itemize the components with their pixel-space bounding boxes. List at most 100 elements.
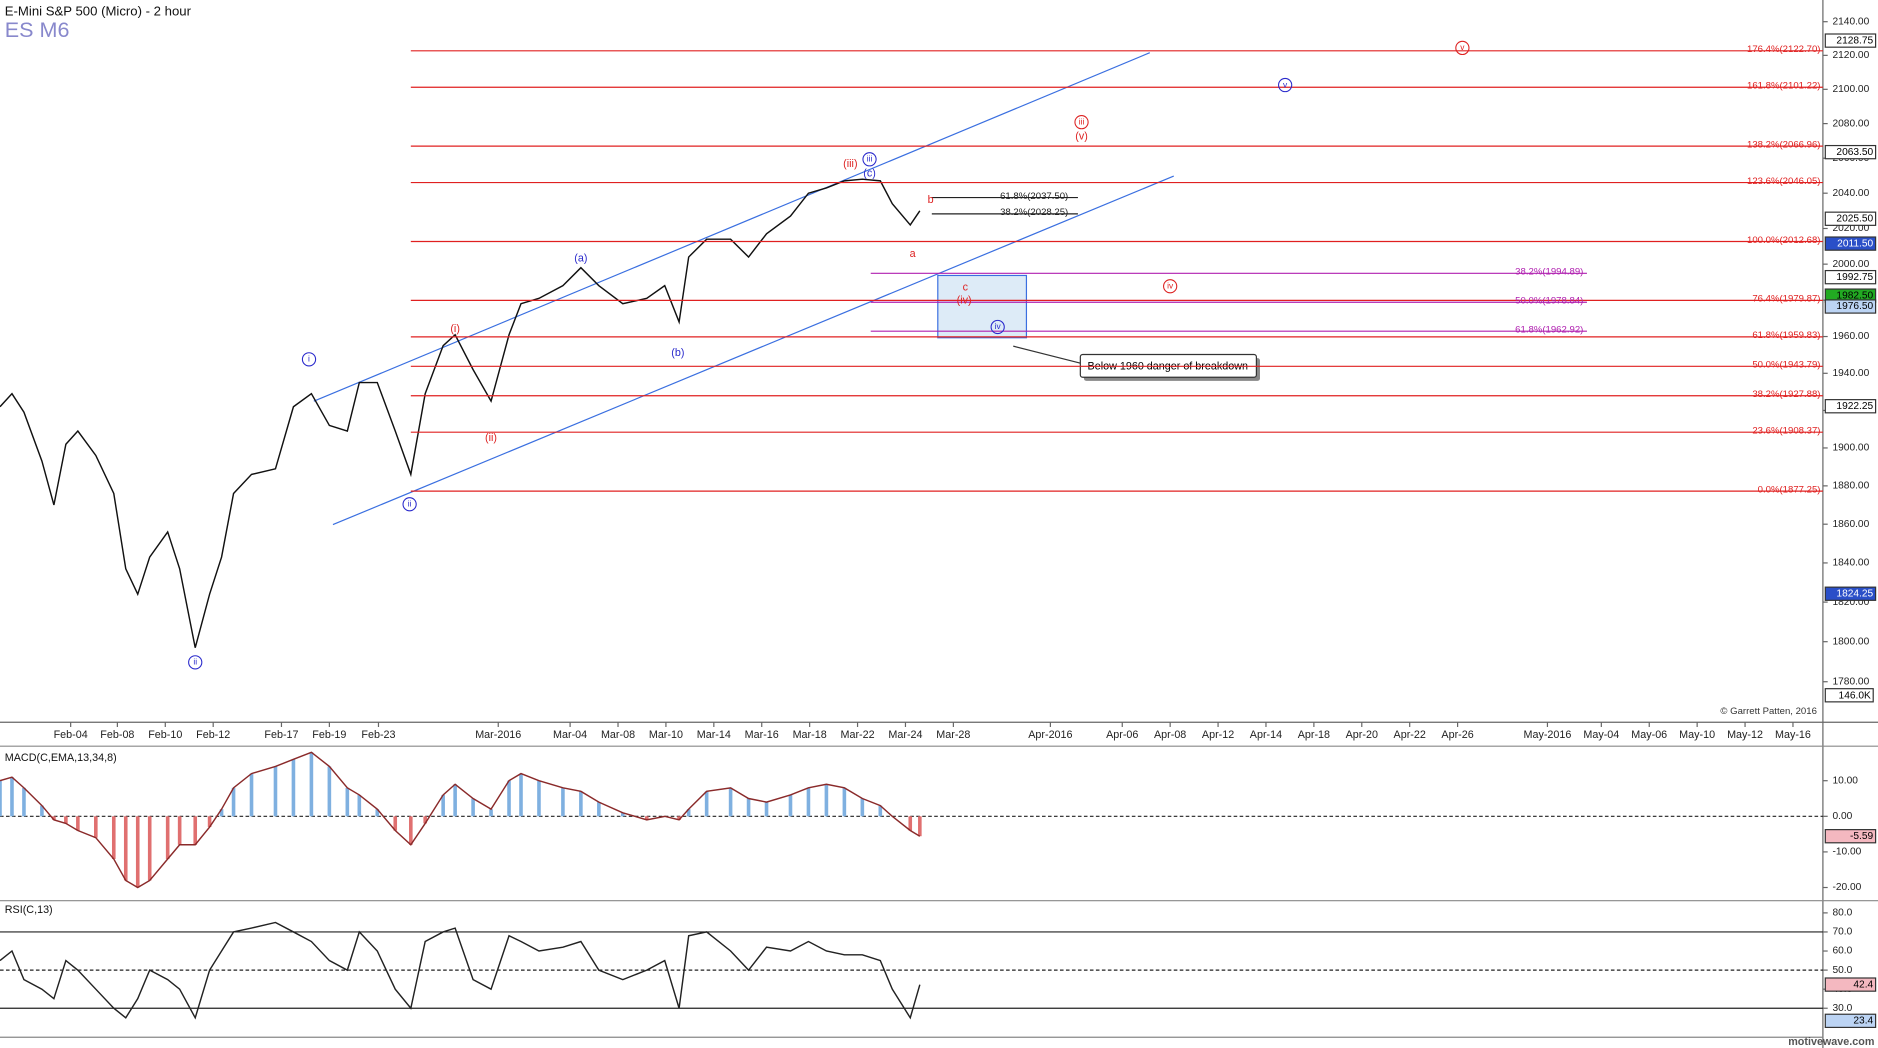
histogram-bar <box>677 816 681 820</box>
price-tag <box>1824 33 1877 48</box>
price-tag-label: 2025.50 <box>1836 213 1873 224</box>
x-tick-label: Mar-2016 <box>475 729 521 741</box>
histogram-bar <box>309 752 314 817</box>
histogram-bar <box>135 816 140 888</box>
histogram-bar <box>788 794 793 817</box>
wave-label: (ii) <box>485 432 497 444</box>
histogram-bar <box>193 816 198 845</box>
price-tag-label: 1982.50 <box>1836 290 1873 301</box>
x-tick-label: Feb-04 <box>54 729 88 741</box>
fib-label: 76.4%(1979.87) <box>1752 294 1820 305</box>
histogram-bar <box>806 787 811 817</box>
x-tick-label: May-04 <box>1583 729 1619 741</box>
histogram-bar <box>345 787 350 817</box>
histogram-bar <box>507 780 511 817</box>
x-tick-label: Mar-18 <box>793 729 827 741</box>
wave-circle <box>402 497 417 512</box>
histogram-bar <box>764 802 769 817</box>
y-tick-label: 1880.00 <box>1832 481 1869 492</box>
watermark: motivewave.com <box>1788 1036 1874 1048</box>
x-tick-label: Mar-28 <box>936 729 970 741</box>
x-tick-label: May-16 <box>1775 729 1811 741</box>
wave-label: (b) <box>671 347 684 359</box>
x-tick-label: Apr-20 <box>1346 729 1378 741</box>
fib-label: 123.6%(2046.05) <box>1747 176 1820 187</box>
y-tick-label: 70.0 <box>1832 927 1852 938</box>
volume-tag: 146.0K <box>1824 688 1874 703</box>
histogram-bar <box>76 816 80 831</box>
y-tick-label: 1840.00 <box>1832 558 1869 569</box>
y-tick-label: 80.0 <box>1832 908 1852 919</box>
y-tick-label: 2120.00 <box>1832 50 1869 61</box>
price-tag <box>1824 269 1877 285</box>
series-line <box>0 751 921 889</box>
y-tick-label: 2080.00 <box>1832 118 1869 129</box>
x-tick-label: May-2016 <box>1523 729 1571 741</box>
x-tick-label: May-12 <box>1727 729 1763 741</box>
wave-label: iii <box>1079 116 1085 126</box>
wave-circle <box>188 655 203 670</box>
pane-title: RSI(C,13) <box>5 904 53 916</box>
histogram-bar <box>579 791 583 817</box>
wave-label: iv <box>1167 280 1174 290</box>
wave-label: (i) <box>450 323 460 335</box>
histogram-bar <box>409 816 413 845</box>
y-tick-label: 60.0 <box>1832 946 1852 957</box>
histogram-bar <box>375 809 380 817</box>
histogram-bar <box>10 777 14 817</box>
price-tag <box>1824 399 1877 414</box>
x-tick-label: May-10 <box>1679 729 1715 741</box>
histogram-bar <box>908 816 913 831</box>
fib-label: 176.4%(2122.70) <box>1747 44 1820 55</box>
histogram-bar <box>489 809 493 817</box>
wave-circle <box>1278 77 1293 93</box>
y-tick-label: 2140.00 <box>1832 16 1869 27</box>
wave-label: (iv) <box>957 294 972 306</box>
wave-label: iii <box>867 154 873 164</box>
wave-label: (v) <box>1075 130 1088 142</box>
credit: © Garrett Patten, 2016 <box>1720 706 1817 717</box>
price-tag-label: 2011.50 <box>1837 238 1873 249</box>
histogram-bar <box>644 816 649 820</box>
fib-label: 50.0%(1943.79) <box>1752 360 1820 371</box>
fib-label: 61.8%(1959.83) <box>1752 330 1820 341</box>
y-tick-label: 1800.00 <box>1832 636 1869 647</box>
x-tick-label: Apr-18 <box>1298 729 1330 741</box>
histogram-bar <box>471 798 475 817</box>
histogram-bar <box>249 773 254 817</box>
histogram-bar <box>231 787 236 817</box>
histogram-bar <box>423 816 427 824</box>
histogram-bar <box>686 809 691 817</box>
histogram-bar <box>0 780 2 817</box>
histogram-bar <box>123 816 128 881</box>
price-tag <box>1824 236 1877 251</box>
histogram-bar <box>441 794 445 817</box>
y-tick-label: -20.00 <box>1832 882 1861 893</box>
wave-label: v <box>1460 42 1465 52</box>
fib-label: 0.0%(1877.25) <box>1758 484 1821 495</box>
price-tag-label: -5.59 <box>1850 831 1874 842</box>
x-tick-label: Feb-08 <box>100 729 134 741</box>
price-tag <box>1824 829 1877 844</box>
histogram-bar <box>22 787 26 817</box>
y-tick-label: 1780.00 <box>1832 676 1869 687</box>
fib-label: 100.0%(2012.68) <box>1747 235 1820 246</box>
x-tick-label: Apr-14 <box>1250 729 1282 741</box>
x-tick-label: Feb-19 <box>312 729 346 741</box>
series-line <box>0 921 921 1020</box>
wave-label: v <box>1283 79 1288 89</box>
price-tag-label: 1976.50 <box>1836 301 1873 312</box>
y-tick-label: 10.00 <box>1832 775 1858 786</box>
wave-circle <box>1455 40 1470 56</box>
wave-label: iv <box>995 321 1002 331</box>
x-tick-label: Apr-08 <box>1154 729 1186 741</box>
y-tick-label: 1820.00 <box>1832 597 1869 608</box>
histogram-bar <box>111 816 116 860</box>
price-tag <box>1824 1013 1877 1029</box>
fib-label: 23.6%(1908.37) <box>1752 426 1820 437</box>
histogram-bar <box>327 766 332 817</box>
wave-label: (iii) <box>843 158 857 170</box>
histogram-bar <box>704 791 709 817</box>
histogram-bar <box>40 805 44 817</box>
